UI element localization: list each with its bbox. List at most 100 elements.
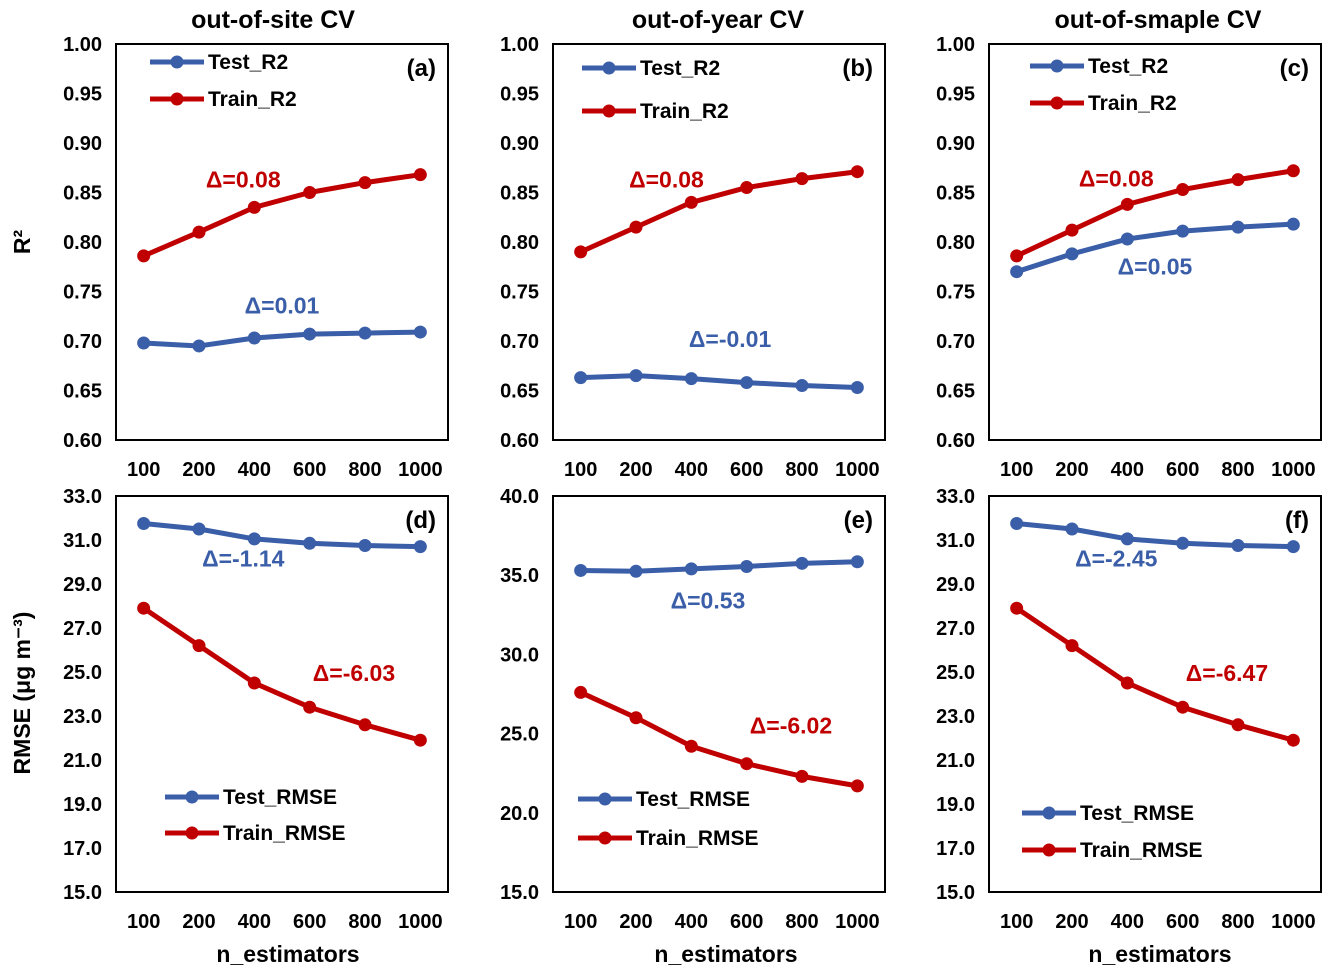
data-point <box>192 339 206 353</box>
data-point <box>574 685 588 699</box>
y-tick-label: 0.75 <box>500 282 539 304</box>
data-point <box>1286 540 1300 554</box>
series-line <box>1014 521 1296 550</box>
x-tick-label: 1000 <box>1271 459 1316 481</box>
x-tick-label: 400 <box>1111 459 1144 481</box>
plot-frame <box>115 495 449 893</box>
data-point <box>358 326 372 340</box>
x-tick-label: 800 <box>785 911 818 933</box>
y-tick-label: 0.85 <box>936 183 975 205</box>
y-tick-label: 23.0 <box>63 706 102 728</box>
x-axis-label-2: n_estimators <box>654 941 797 967</box>
y-tick-label: 33.0 <box>936 486 975 508</box>
x-tick-label: 400 <box>1111 911 1144 933</box>
data-point <box>1120 676 1134 690</box>
y-tick-label: 0.95 <box>936 84 975 106</box>
legend-marker <box>602 61 616 75</box>
data-point <box>137 517 151 530</box>
legend-marker <box>598 831 612 845</box>
x-tick-label: 100 <box>127 459 160 481</box>
series-line <box>141 329 423 349</box>
y-tick-label: 27.0 <box>63 618 102 640</box>
plot-frame <box>988 495 1322 893</box>
x-tick-label: 800 <box>348 459 381 481</box>
data-point <box>629 564 643 578</box>
y-tick-label: 27.0 <box>936 618 975 640</box>
data-point <box>574 563 588 577</box>
y-tick-label: 1.00 <box>936 34 975 56</box>
y-tick-label: 17.0 <box>936 838 975 860</box>
data-point <box>413 540 427 554</box>
y-tick-label: 31.0 <box>63 530 102 552</box>
legend-label: Test_RMSE <box>636 788 750 811</box>
data-point <box>574 371 588 385</box>
y-tick-label: 0.65 <box>500 381 539 403</box>
legend-label: Train_R2 <box>640 100 729 123</box>
data-point <box>1120 197 1134 211</box>
legend-marker <box>602 104 616 118</box>
x-tick-label: 200 <box>182 459 215 481</box>
legend-label: Train_RMSE <box>1080 839 1203 862</box>
legend-label: Test_RMSE <box>223 786 337 809</box>
data-point <box>1176 700 1190 714</box>
x-tick-label: 800 <box>1221 459 1254 481</box>
legend-marker <box>1042 843 1056 857</box>
legend-marker <box>170 92 184 106</box>
data-point <box>795 556 809 570</box>
y-tick-label: 0.65 <box>63 381 102 403</box>
chart-panel: 0.60 0.65 0.70 0.75 0.80 0.85 0.90 0.95 1.00 100 2… <box>936 34 1322 481</box>
y-tick-label: 25.0 <box>936 662 975 684</box>
y-tick-label: 0.80 <box>63 232 102 254</box>
chart-panel: 15.0 20.0 25.0 30.0 35.0 40.0 100 200 400 600 800 1… <box>500 486 886 933</box>
delta-annotation: Δ=0.53 <box>671 587 746 613</box>
x-tick-label: 1000 <box>835 459 880 481</box>
x-tick-label: 600 <box>293 459 326 481</box>
y-tick-label: 21.0 <box>936 750 975 772</box>
series-line <box>578 169 860 255</box>
y-tick-label: 15.0 <box>63 882 102 904</box>
legend-label: Train_R2 <box>1088 92 1177 115</box>
data-point <box>1010 249 1024 263</box>
x-tick-label: 100 <box>127 911 160 933</box>
data-point <box>795 769 809 783</box>
y-tick-label: 0.80 <box>500 232 539 254</box>
delta-annotation: Δ=0.08 <box>206 167 281 193</box>
y-tick-label: 30.0 <box>500 644 539 666</box>
chart-panel: 15.0 17.0 19.0 21.0 23.0 25.0 27.0 29.0 31.0 33.0… <box>936 486 1322 933</box>
y-tick-label: 0.60 <box>63 430 102 452</box>
data-point <box>1010 265 1024 279</box>
legend-label: Train_R2 <box>208 88 297 111</box>
data-point <box>137 249 151 263</box>
delta-annotation: Δ=0.01 <box>245 292 320 318</box>
y-tick-label: 23.0 <box>936 706 975 728</box>
x-tick-label: 400 <box>675 459 708 481</box>
x-tick-label: 200 <box>1055 459 1088 481</box>
x-tick-label: 100 <box>1000 459 1033 481</box>
data-point <box>684 739 698 753</box>
data-point <box>247 676 261 690</box>
data-point <box>358 539 372 552</box>
y-tick-label: 0.60 <box>936 430 975 452</box>
data-point <box>1010 601 1024 615</box>
y-tick-label: 0.90 <box>63 133 102 155</box>
delta-annotation: Δ=-6.02 <box>750 713 832 739</box>
x-tick-label: 1000 <box>398 911 443 933</box>
series-line <box>141 521 423 550</box>
column-title-3: out-of-smaple CV <box>1055 6 1262 34</box>
series-line <box>578 689 860 789</box>
delta-annotation: Δ=-2.45 <box>1075 545 1158 571</box>
data-point <box>303 186 317 199</box>
x-tick-label: 200 <box>619 911 652 933</box>
y-tick-label: 35.0 <box>500 565 539 587</box>
data-point <box>192 639 206 653</box>
x-tick-label: 100 <box>1000 911 1033 933</box>
legend-marker <box>1042 806 1056 820</box>
y-tick-label: 0.95 <box>63 84 102 106</box>
y-tick-label: 0.75 <box>63 282 102 304</box>
legend-marker <box>598 792 612 806</box>
y-tick-label: 21.0 <box>63 750 102 772</box>
data-point <box>192 225 206 239</box>
data-point <box>1120 232 1134 246</box>
y-tick-label: 29.0 <box>63 574 102 596</box>
legend-label: Test_R2 <box>640 57 720 80</box>
